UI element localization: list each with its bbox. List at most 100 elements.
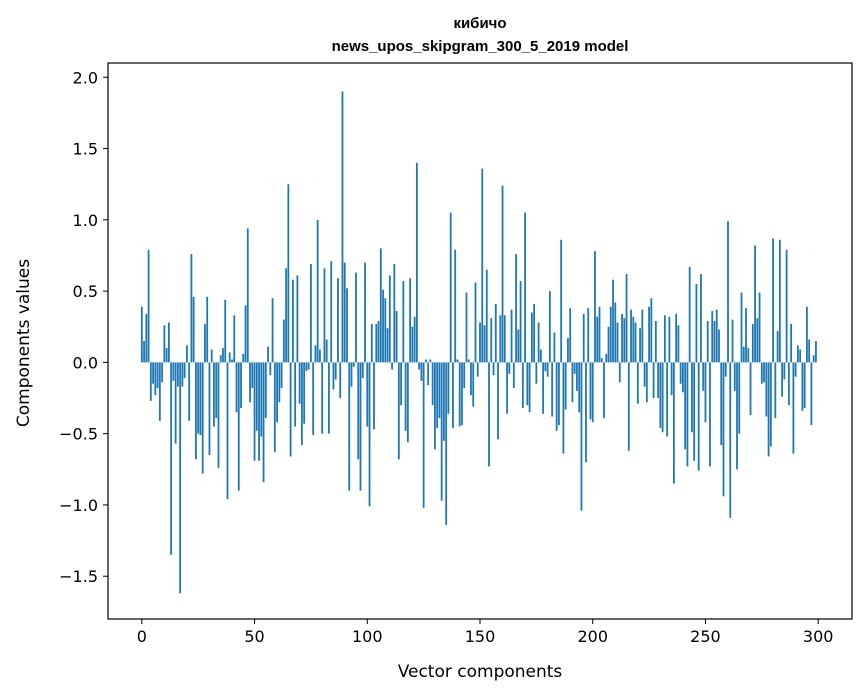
bar-266 [740, 292, 743, 363]
bar-132 [438, 362, 441, 418]
bar-194 [578, 362, 581, 413]
bar-63 [282, 319, 285, 363]
bar-258 [722, 362, 725, 497]
bar-176 [537, 322, 540, 363]
bar-236 [672, 362, 675, 484]
bar-229 [657, 362, 660, 399]
bar-58 [271, 298, 274, 363]
bar-220 [636, 362, 639, 404]
bar-268 [745, 308, 747, 363]
bar-273 [756, 318, 759, 363]
bar-47 [246, 228, 249, 363]
bar-183 [553, 332, 556, 363]
bar-136 [447, 362, 450, 414]
bar-95 [355, 272, 357, 363]
bar-197 [585, 362, 587, 463]
bar-215 [625, 273, 628, 363]
bar-247 [697, 362, 700, 471]
bar-144 [465, 292, 468, 363]
bar-155 [490, 318, 493, 363]
bar-265 [738, 362, 741, 434]
bar-192 [573, 362, 576, 374]
bar-5 [152, 362, 154, 384]
bar-218 [632, 316, 635, 363]
bar-12 [167, 322, 170, 363]
bar-156 [492, 362, 495, 376]
bar-85 [332, 362, 335, 390]
bar-282 [776, 331, 779, 363]
bar-278 [767, 362, 770, 457]
bar-118 [406, 362, 409, 443]
y-tick-label: −0.5 [59, 425, 98, 444]
y-axis-label: Components values [14, 259, 34, 427]
bar-23 [192, 296, 195, 363]
bar-198 [587, 308, 590, 363]
bar-119 [409, 278, 412, 363]
chart-title: кибичо [453, 15, 506, 32]
bar-21 [188, 362, 191, 421]
bar-287 [787, 362, 790, 406]
bar-112 [393, 264, 396, 363]
bar-103 [373, 362, 375, 430]
bar-138 [452, 362, 454, 428]
bar-77 [314, 345, 317, 363]
bar-208 [609, 306, 612, 363]
y-tick-label: −1.0 [59, 496, 98, 515]
bar-105 [377, 321, 380, 363]
bar-17 [179, 362, 182, 594]
bar-114 [397, 362, 400, 460]
bar-262 [731, 319, 734, 363]
bar-237 [675, 313, 678, 363]
bar-184 [555, 362, 558, 431]
y-tick-label: 1.0 [73, 211, 98, 230]
bar-56 [267, 346, 269, 363]
bar-11 [165, 348, 168, 363]
bar-14 [172, 362, 175, 381]
bar-88 [339, 362, 342, 399]
bar-207 [607, 326, 610, 363]
bar-141 [458, 362, 461, 427]
bar-2 [145, 313, 148, 363]
bar-41 [233, 315, 236, 363]
bar-235 [670, 362, 673, 396]
bar-276 [763, 362, 765, 383]
bar-242 [686, 362, 689, 467]
bar-167 [517, 329, 520, 363]
bar-169 [521, 362, 524, 408]
bar-264 [736, 362, 738, 470]
bar-147 [472, 362, 475, 407]
bar-186 [560, 239, 563, 363]
bar-31 [210, 349, 213, 363]
bar-259 [724, 362, 727, 377]
bar-59 [273, 362, 276, 453]
bar-120 [411, 326, 414, 363]
bar-146 [470, 362, 472, 396]
bar-185 [558, 362, 560, 426]
bar-267 [742, 346, 745, 363]
bar-64 [285, 268, 288, 363]
bar-108 [384, 298, 387, 363]
bar-50 [253, 362, 256, 461]
bar-260 [727, 221, 729, 363]
bar-171 [526, 362, 529, 406]
bar-122 [415, 162, 418, 363]
bar-296 [808, 339, 811, 363]
bar-158 [497, 362, 499, 440]
bar-159 [499, 315, 502, 363]
bar-8 [158, 362, 161, 421]
bar-187 [562, 362, 565, 454]
bar-142 [461, 362, 463, 426]
bar-154 [488, 362, 490, 467]
bar-29 [206, 296, 209, 363]
bar-269 [747, 348, 750, 363]
bar-137 [449, 212, 452, 363]
bar-89 [341, 91, 344, 363]
bar-216 [627, 362, 630, 451]
bar-72 [303, 362, 306, 424]
bar-145 [467, 359, 470, 363]
bar-46 [244, 305, 247, 363]
bar-251 [706, 321, 709, 363]
y-tick-label: 2.0 [73, 68, 98, 87]
bar-67 [291, 279, 294, 363]
bar-209 [612, 279, 614, 363]
